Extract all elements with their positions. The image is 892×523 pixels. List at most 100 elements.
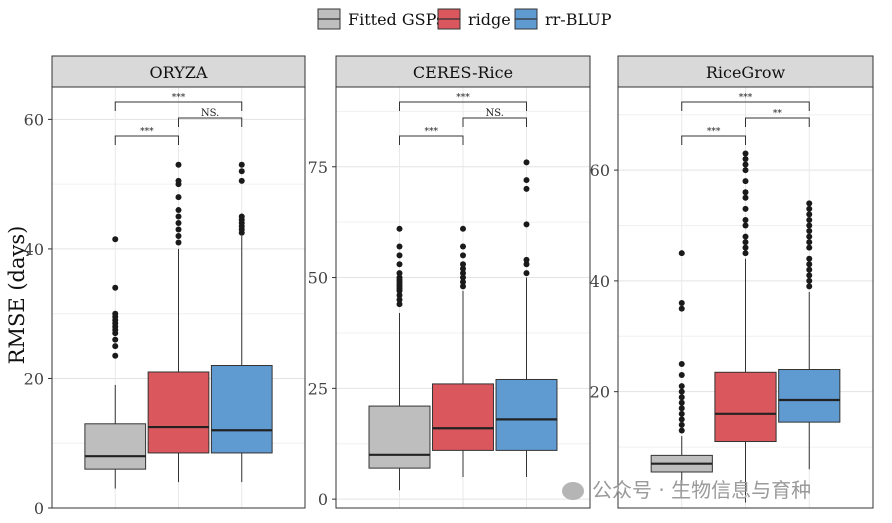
outlier-point (523, 270, 530, 277)
outlier-point (396, 243, 403, 250)
outlier-point (742, 156, 749, 163)
outlier-point (678, 416, 685, 423)
outlier-point (460, 270, 466, 277)
y-tick-label: 40 (24, 240, 44, 259)
legend-label: ridge (468, 10, 511, 29)
outlier-point (742, 194, 749, 201)
outlier-point (396, 270, 403, 277)
box (147, 371, 210, 454)
outlier-point (396, 274, 403, 281)
outlier-point (460, 261, 466, 268)
outlier-point (460, 278, 466, 285)
outlier-point (396, 301, 403, 308)
outlier-point (678, 300, 685, 307)
outlier-point (175, 220, 182, 227)
outlier-point (806, 261, 813, 268)
wechat-icon (562, 482, 584, 500)
outlier-point (460, 274, 466, 281)
outlier-point (678, 427, 685, 434)
significance-bracket (462, 117, 527, 127)
outlier-point (460, 243, 466, 250)
significance-label: *** (739, 93, 753, 103)
outlier-point (806, 222, 813, 229)
legend-label: Fitted GSPs (348, 10, 444, 29)
outlier-point (175, 213, 182, 220)
outlier-point (112, 352, 119, 359)
panel-border (617, 86, 874, 509)
outlier-point (396, 292, 403, 299)
y-tick-label: 50 (308, 269, 328, 288)
y-tick-label: 20 (24, 369, 44, 388)
outlier-point (678, 410, 685, 417)
outlier-point (742, 216, 749, 223)
significance-label: NS. (201, 108, 219, 119)
outlier-point (742, 244, 749, 251)
outlier-point (238, 213, 245, 220)
outlier-point (112, 336, 119, 343)
outlier-point (806, 255, 813, 262)
significance-bracket (745, 117, 810, 127)
box (778, 369, 841, 423)
outlier-point (806, 277, 813, 284)
outlier-point (806, 228, 813, 235)
significance-bracket (681, 101, 810, 111)
outlier-point (112, 284, 119, 291)
panel-title: CERES-Rice (413, 63, 513, 82)
significance-label: *** (425, 127, 439, 137)
outlier-point (238, 168, 245, 175)
outlier-point (678, 360, 685, 367)
y-tick-label: 75 (308, 158, 328, 177)
outlier-point (742, 178, 749, 185)
y-tick-label: 25 (308, 379, 328, 398)
outlier-point (112, 310, 119, 317)
outlier-point (806, 266, 813, 273)
outlier-point (742, 205, 749, 212)
watermark-text: 公众号 · 生物信息与育种 (592, 478, 812, 502)
significance-label: *** (140, 127, 154, 137)
significance-label: NS. (486, 108, 504, 119)
y-tick-label: 60 (590, 161, 610, 180)
outlier-point (678, 421, 685, 428)
outlier-point (742, 150, 749, 157)
significance-label: *** (456, 93, 470, 103)
outlier-point (523, 221, 530, 228)
outlier-point (112, 236, 119, 243)
outlier-point (175, 232, 182, 239)
outlier-point (460, 225, 466, 232)
outlier-point (678, 383, 685, 390)
significance-bracket (681, 135, 746, 145)
outlier-point (396, 296, 403, 303)
outlier-point (238, 177, 245, 184)
outlier-point (460, 252, 466, 259)
panel-strip (335, 55, 591, 88)
outlier-point (806, 211, 813, 218)
outlier-point (678, 372, 685, 379)
outlier-point (678, 405, 685, 412)
outlier-point (806, 239, 813, 246)
outlier-point (678, 399, 685, 406)
significance-label: *** (172, 93, 186, 103)
outlier-point (806, 244, 813, 251)
outlier-point (175, 177, 182, 184)
significance-label: ** (773, 109, 783, 119)
outlier-point (112, 343, 119, 350)
outlier-point (523, 261, 530, 268)
significance-bracket (114, 135, 179, 145)
outlier-point (396, 225, 403, 232)
panel-title: ORYZA (150, 63, 208, 82)
outlier-point (523, 159, 530, 166)
y-axis-title: RMSE (days) (5, 226, 29, 365)
panel-border (51, 86, 306, 509)
significance-bracket (114, 101, 243, 111)
box (84, 423, 147, 470)
outlier-point (460, 265, 466, 272)
outlier-point (175, 207, 182, 214)
y-tick-label: 20 (590, 383, 610, 402)
box (368, 405, 431, 469)
outlier-point (806, 205, 813, 212)
significance-bracket (178, 117, 243, 127)
outlier-point (396, 261, 403, 268)
y-tick-label: 0 (34, 499, 44, 518)
panel-strip (617, 55, 874, 88)
outlier-point (678, 388, 685, 395)
